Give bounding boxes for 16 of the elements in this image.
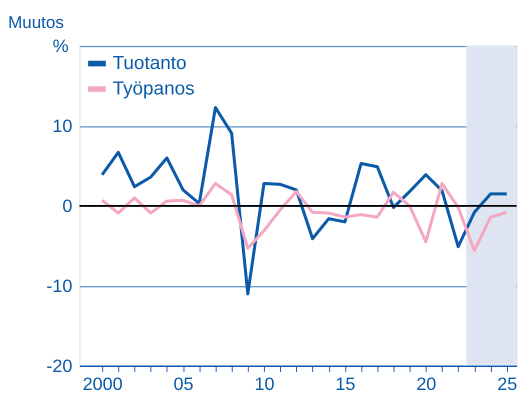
- y-tick-label: -20: [46, 356, 72, 376]
- chart-title: Muutos: [8, 13, 64, 32]
- legend-label: Työpanos: [112, 78, 195, 100]
- x-tick-label: 20: [416, 374, 436, 394]
- x-tick-label: 05: [174, 374, 194, 394]
- legend-label: Tuotanto: [112, 53, 187, 74]
- y-tick-label: -10: [46, 276, 72, 296]
- line-series: [100, 182, 508, 252]
- y-tick-label: 0: [62, 196, 72, 216]
- y-tick-label: 10: [52, 116, 72, 136]
- x-tick-label: 2000: [82, 374, 123, 394]
- x-tick-label: 10: [254, 374, 274, 394]
- x-tick-label: 25: [497, 374, 518, 394]
- y-axis-title: %: [52, 36, 69, 56]
- line-series: [100, 106, 508, 296]
- x-tick-label: 15: [335, 374, 356, 394]
